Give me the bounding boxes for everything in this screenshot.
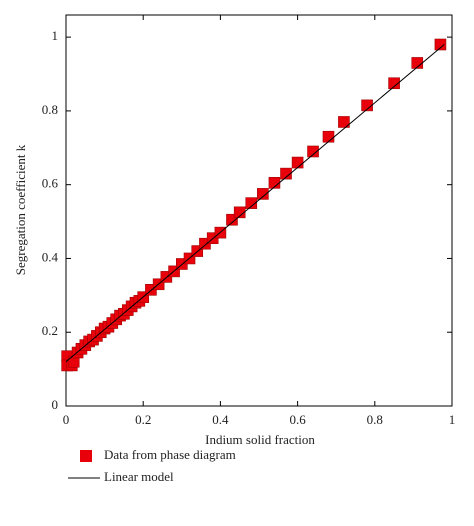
legend-marker bbox=[80, 450, 92, 462]
y-tick-label: 0.2 bbox=[42, 323, 58, 338]
data-point bbox=[233, 206, 246, 219]
data-point bbox=[245, 197, 258, 209]
data-point bbox=[338, 116, 350, 128]
y-tick-label: 0.4 bbox=[42, 249, 59, 264]
y-axis-label: Segregation coefficient k bbox=[13, 144, 28, 275]
x-tick-label: 1 bbox=[449, 412, 456, 427]
data-point bbox=[322, 130, 335, 143]
x-axis-label: Indium solid fraction bbox=[205, 432, 315, 447]
plot-frame bbox=[65, 14, 453, 407]
y-tick-label: 0.8 bbox=[42, 102, 58, 117]
data-point bbox=[361, 99, 373, 112]
x-tick-label: 0.4 bbox=[212, 412, 229, 427]
model-line bbox=[65, 44, 445, 363]
y-tick-label: 0.6 bbox=[42, 176, 59, 191]
data-point bbox=[226, 213, 238, 226]
data-point bbox=[434, 38, 447, 51]
data-point bbox=[291, 156, 304, 169]
y-tick-label: 1 bbox=[52, 28, 59, 43]
data-point bbox=[280, 167, 292, 180]
legend-label: Linear model bbox=[104, 469, 174, 484]
x-tick-label: 0.8 bbox=[367, 412, 383, 427]
data-point bbox=[307, 145, 319, 158]
data-point bbox=[388, 77, 400, 90]
data-point bbox=[257, 188, 269, 200]
x-tick-label: 0.6 bbox=[289, 412, 306, 427]
x-tick-label: 0.2 bbox=[135, 412, 151, 427]
y-tick-label: 0 bbox=[52, 397, 59, 412]
x-tick-label: 0 bbox=[63, 412, 70, 427]
legend-label: Data from phase diagram bbox=[104, 447, 236, 462]
